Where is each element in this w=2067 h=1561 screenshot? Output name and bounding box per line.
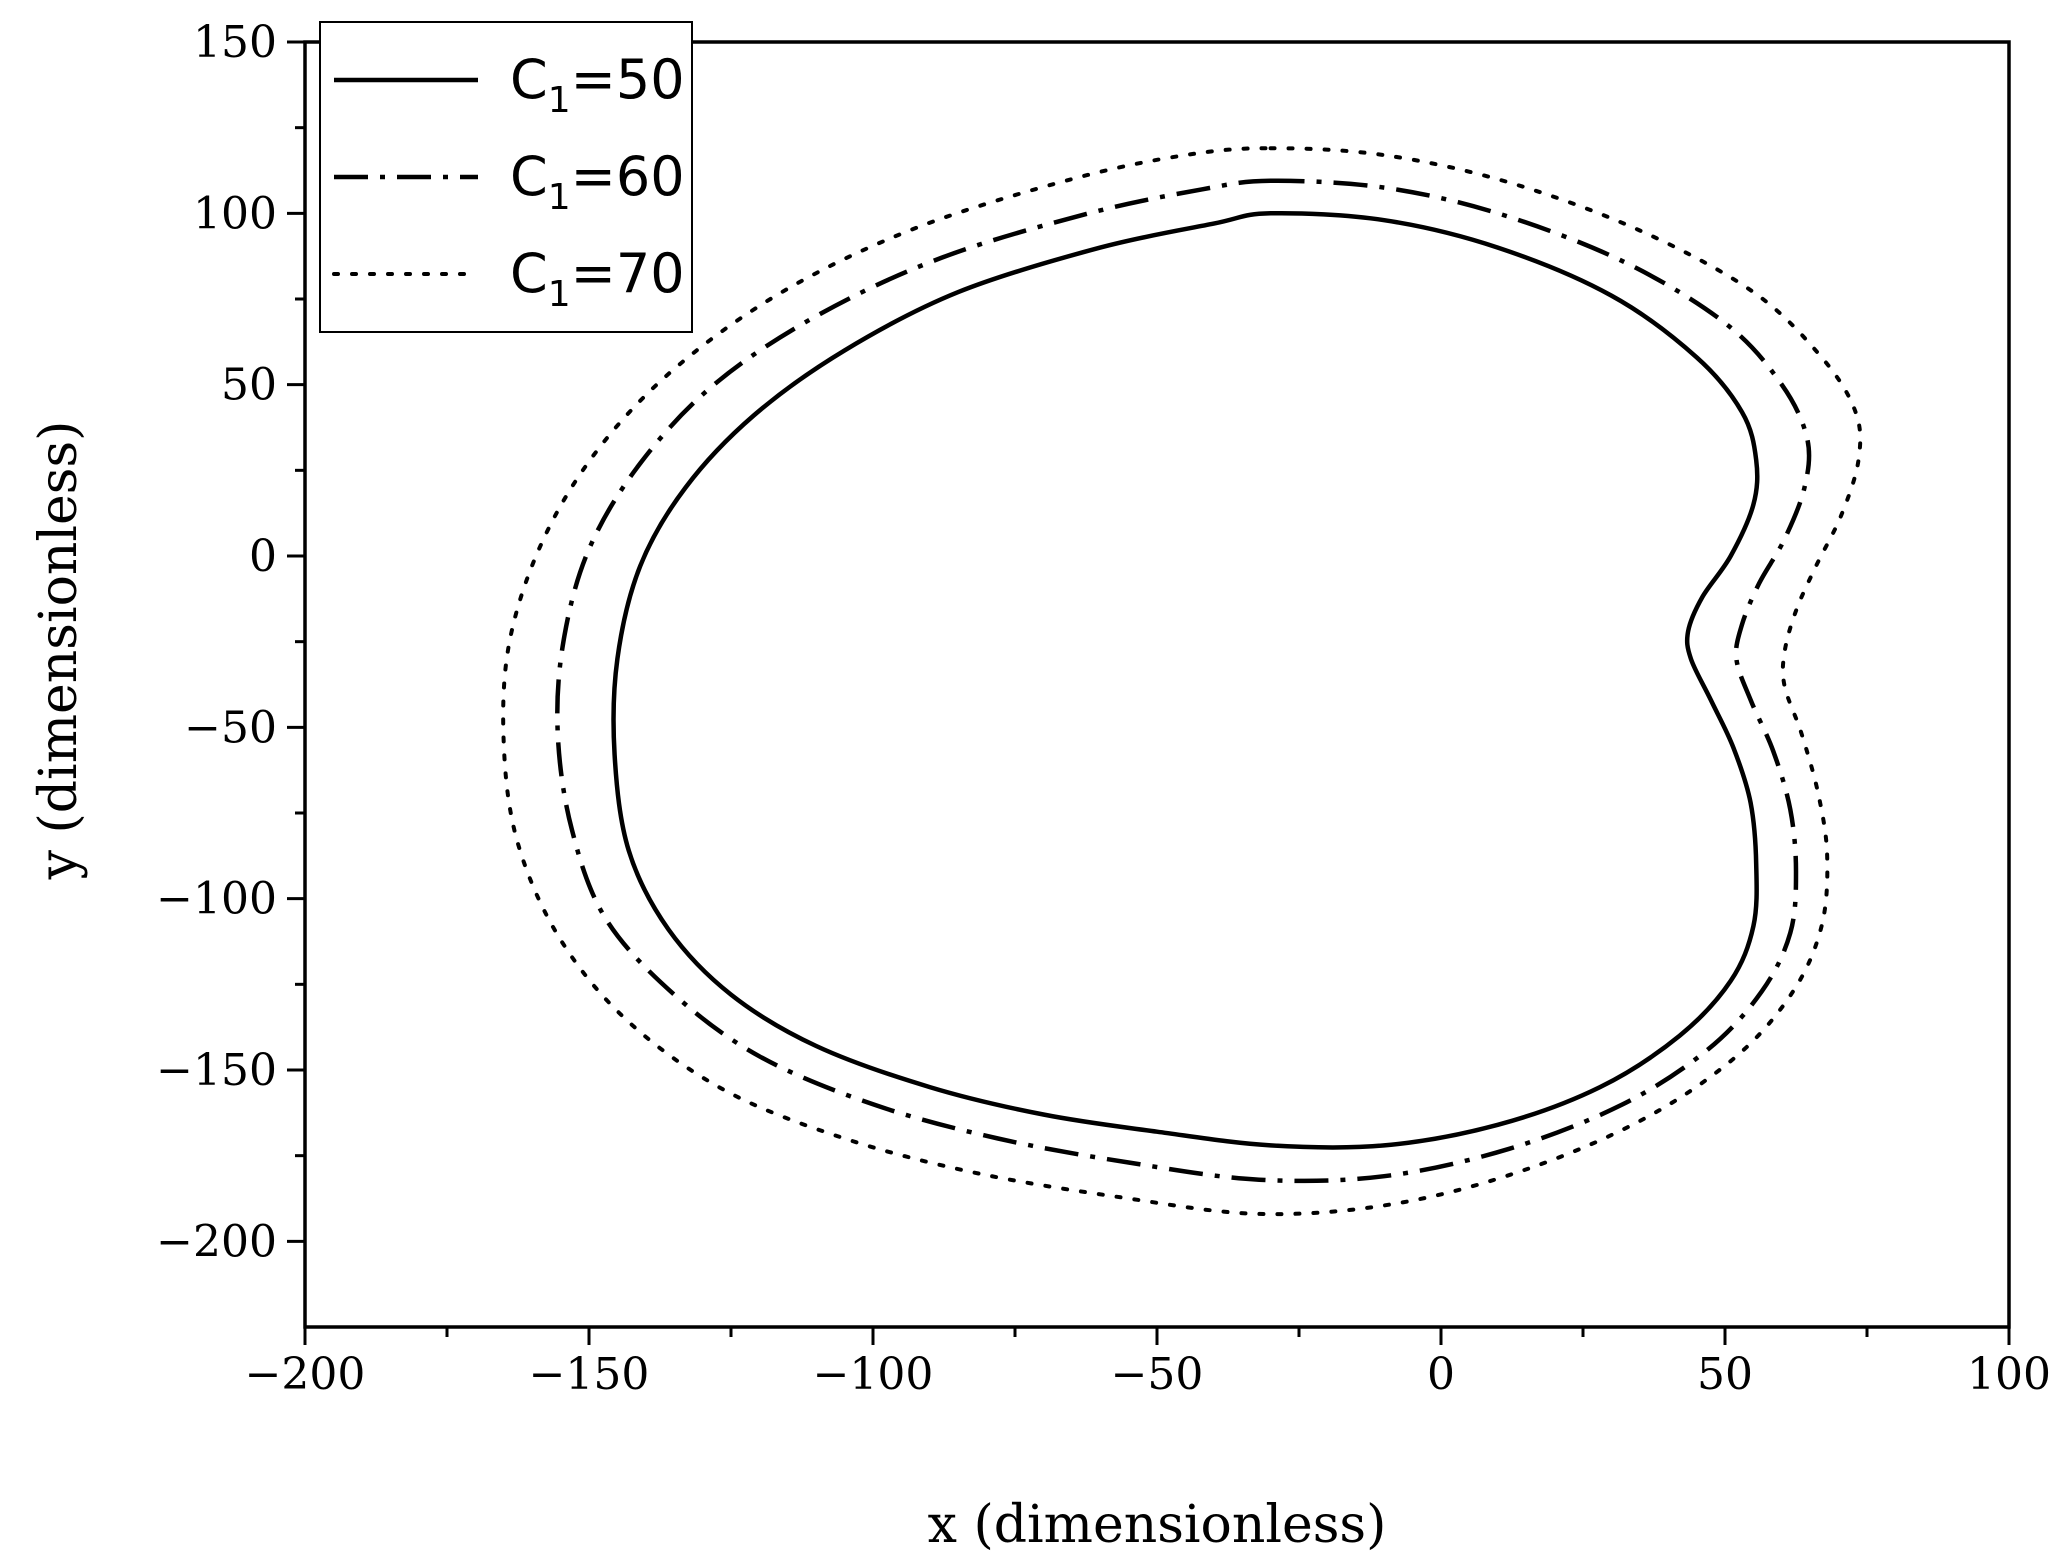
- data-curves: [501, 146, 1863, 1217]
- legend-label-1: C1=50: [510, 48, 685, 121]
- x-tick-label: −150: [529, 1349, 650, 1400]
- y-tick-label: 150: [193, 17, 277, 68]
- y-axis-title: y (dimensionless): [29, 421, 89, 881]
- x-tick-label: 100: [1967, 1349, 2051, 1400]
- y-axis-tick-labels: 150 100 50 0 −50 −100 −150 −200: [156, 17, 277, 1267]
- y-tick-label: 0: [249, 531, 277, 582]
- x-tick-label: −200: [245, 1349, 366, 1400]
- legend: C1=50 C1=60 C1=70: [319, 21, 693, 333]
- series-line-2: [555, 178, 1812, 1184]
- x-tick-label: 0: [1427, 1349, 1455, 1400]
- x-axis-ticks: [303, 1327, 2011, 1345]
- x-tick-label: −100: [813, 1349, 934, 1400]
- y-tick-label: −100: [156, 874, 277, 925]
- y-tick-label: 50: [221, 360, 277, 411]
- x-axis-title: x (dimensionless): [928, 1495, 1387, 1555]
- y-tick-label: 100: [193, 188, 277, 239]
- series-line-3: [501, 146, 1863, 1217]
- x-axis-tick-labels: −200 −150 −100 −50 0 50 100: [245, 1349, 2051, 1400]
- legend-box: [319, 21, 693, 333]
- x-tick-label: −50: [1111, 1349, 1204, 1400]
- legend-label-3: C1=70: [510, 242, 685, 315]
- y-axis-ticks: [287, 40, 305, 1243]
- y-tick-label: −150: [156, 1045, 277, 1096]
- y-tick-label: −50: [184, 702, 277, 753]
- legend-label-2: C1=60: [510, 145, 685, 218]
- x-tick-label: 50: [1697, 1349, 1753, 1400]
- series-line-1: [611, 210, 1760, 1150]
- y-tick-label: −200: [156, 1216, 277, 1267]
